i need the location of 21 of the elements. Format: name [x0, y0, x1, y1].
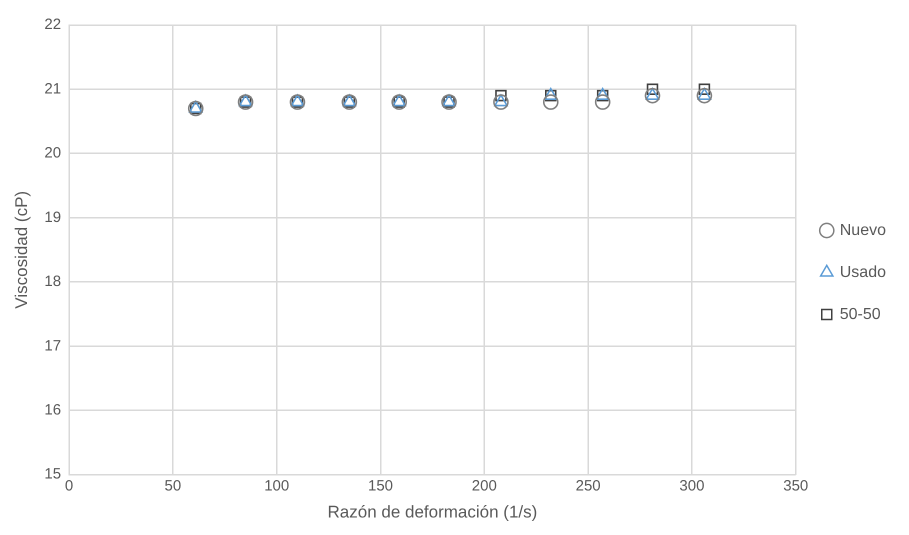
x-tick-label: 200: [472, 478, 497, 495]
x-tick-label: 100: [264, 478, 290, 495]
x-tick-label: 350: [783, 478, 808, 495]
y-tick-label: 20: [44, 144, 62, 162]
x-tick-label: 150: [368, 478, 394, 495]
y-tick-label: 15: [44, 466, 62, 483]
x-tick-label: 300: [679, 478, 704, 495]
x-tick-label: 0: [64, 478, 74, 495]
legend-label: Usado: [840, 264, 886, 281]
y-axis-title: Viscosidad (cP): [12, 190, 31, 309]
y-tick-label: 19: [44, 208, 62, 226]
x-tick-label: 50: [164, 478, 182, 495]
x-tick-label: 250: [576, 478, 601, 495]
legend-label: 50-50: [840, 306, 881, 323]
y-tick-label: 17: [44, 337, 62, 354]
x-axis-title: Razón de deformación (1/s): [328, 502, 538, 522]
y-tick-label: 22: [44, 16, 62, 34]
y-tick-label: 16: [44, 402, 62, 419]
legend-label: Nuevo: [840, 222, 886, 239]
y-tick-label: 21: [44, 80, 62, 98]
y-tick-label: 18: [44, 273, 62, 290]
